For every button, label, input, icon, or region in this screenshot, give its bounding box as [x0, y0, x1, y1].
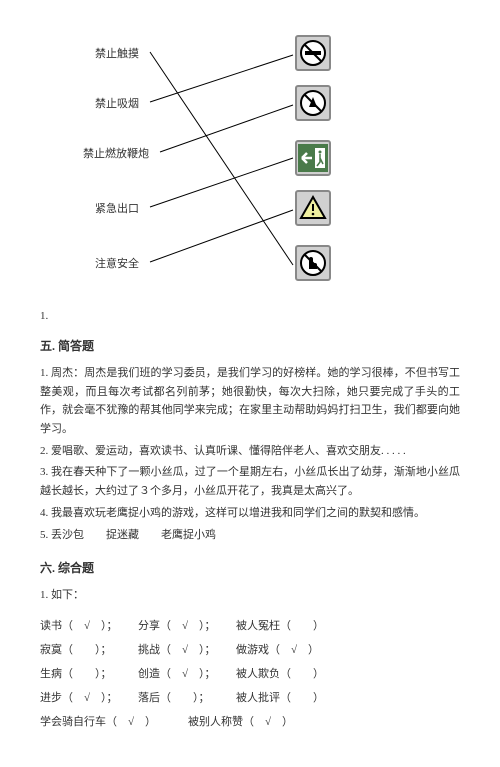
- table-row: 进步（ √ ）； 落后（ ）； 被人批评（ ）: [40, 689, 460, 705]
- table-row: 寂寞（ ）； 挑战（ √ ）； 做游戏（ √ ）: [40, 641, 460, 657]
- no-smoking-icon: [295, 35, 331, 71]
- answer-item-3: 3. 我在春天种下了一颗小丝瓜，过了一个星期左右，小丝瓜长出了幼芽，渐渐地小丝瓜…: [40, 463, 460, 500]
- answer-item-2: 2. 爱唱歌、爱运动，喜欢读书、认真听课、懂得陪伴老人、喜欢交朋友. . . .…: [40, 442, 460, 461]
- match-label-1: 禁止吸烟: [95, 95, 139, 111]
- section5-heading: 五. 简答题: [40, 337, 460, 354]
- matching-exercise: 禁止触摸禁止吸烟禁止燃放鞭炮紧急出口注意安全: [40, 30, 460, 310]
- table-cell: 做游戏（ √ ）: [236, 641, 336, 657]
- section6-heading: 六. 综合题: [40, 559, 460, 576]
- table-cell: 创造（ √ ）；: [138, 665, 228, 681]
- table-row: 学会骑自行车（ √ ） 被别人称赞（ √ ）: [40, 713, 460, 729]
- table-cell: 读书（ √ ）；: [40, 617, 130, 633]
- table-cell: 挑战（ √ ）；: [138, 641, 228, 657]
- answer-item-4: 4. 我最喜欢玩老鹰捉小鸡的游戏，这样可以增进我和同学们之间的默契和感情。: [40, 504, 460, 523]
- answer-item-1: 1. 周杰：周杰是我们班的学习委员，是我们学习的好榜样。她的学习很棒，不但书写工…: [40, 364, 460, 439]
- question-number: 1.: [40, 310, 460, 322]
- no-fireworks-icon: [295, 85, 331, 121]
- table-cell: 被别人称赞（ √ ）: [188, 713, 318, 729]
- no-touch-icon: [295, 245, 331, 281]
- table-cell: 生病（ ）；: [40, 665, 130, 681]
- exit-icon: [295, 140, 331, 176]
- table-cell: 被人冤枉（ ）: [236, 617, 336, 633]
- table-cell: 学会骑自行车（ √ ）: [40, 713, 180, 729]
- table-cell: 寂寞（ ）；: [40, 641, 130, 657]
- match-label-0: 禁止触摸: [95, 45, 139, 61]
- answer-item-5: 5. 丢沙包 捉迷藏 老鹰捉小鸡: [40, 526, 460, 545]
- table-cell: 被人批评（ ）: [236, 689, 336, 705]
- table-cell: 分享（ √ ）；: [138, 617, 228, 633]
- table-row: 生病（ ）； 创造（ √ ）； 被人欺负（ ）: [40, 665, 460, 681]
- table-cell: 进步（ √ ）；: [40, 689, 130, 705]
- match-label-3: 紧急出口: [95, 200, 139, 216]
- warning-icon: [295, 190, 331, 226]
- table-row: 读书（ √ ）； 分享（ √ ）； 被人冤枉（ ）: [40, 617, 460, 633]
- table-cell: 落后（ ）；: [138, 689, 228, 705]
- match-label-2: 禁止燃放鞭炮: [83, 145, 149, 161]
- match-label-4: 注意安全: [95, 255, 139, 271]
- section6-intro: 1. 如下：: [40, 586, 460, 605]
- table-cell: 被人欺负（ ）: [236, 665, 336, 681]
